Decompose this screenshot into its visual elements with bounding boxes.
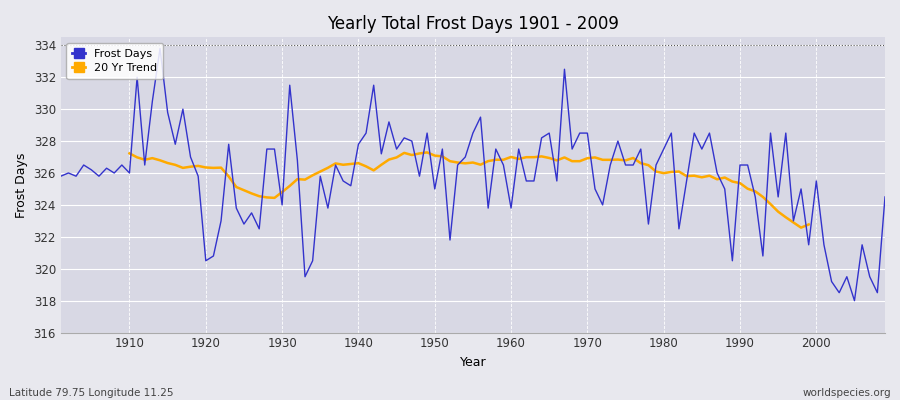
Text: worldspecies.org: worldspecies.org — [803, 388, 891, 398]
Legend: Frost Days, 20 Yr Trend: Frost Days, 20 Yr Trend — [67, 43, 163, 79]
X-axis label: Year: Year — [460, 356, 486, 369]
Title: Yearly Total Frost Days 1901 - 2009: Yearly Total Frost Days 1901 - 2009 — [327, 15, 619, 33]
Y-axis label: Frost Days: Frost Days — [15, 152, 28, 218]
Text: Latitude 79.75 Longitude 11.25: Latitude 79.75 Longitude 11.25 — [9, 388, 174, 398]
